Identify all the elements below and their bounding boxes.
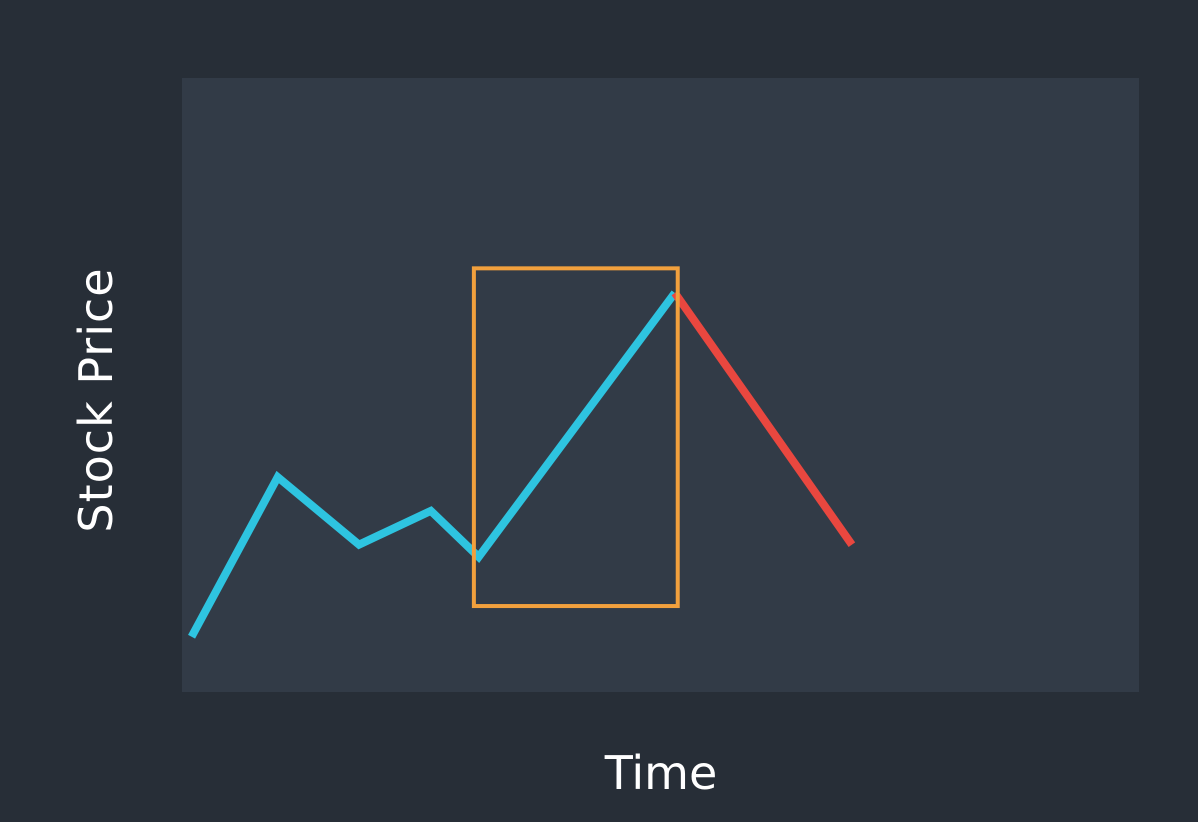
series-layer bbox=[188, 290, 856, 639]
plot-area bbox=[182, 78, 1139, 692]
highlight-box bbox=[471, 266, 680, 609]
y-axis-label: Stock Price bbox=[69, 267, 123, 533]
highlight-layer bbox=[471, 266, 680, 609]
series-line-1 bbox=[188, 290, 679, 639]
x-axis-label: Time bbox=[604, 746, 718, 800]
series-line-2 bbox=[671, 290, 856, 547]
